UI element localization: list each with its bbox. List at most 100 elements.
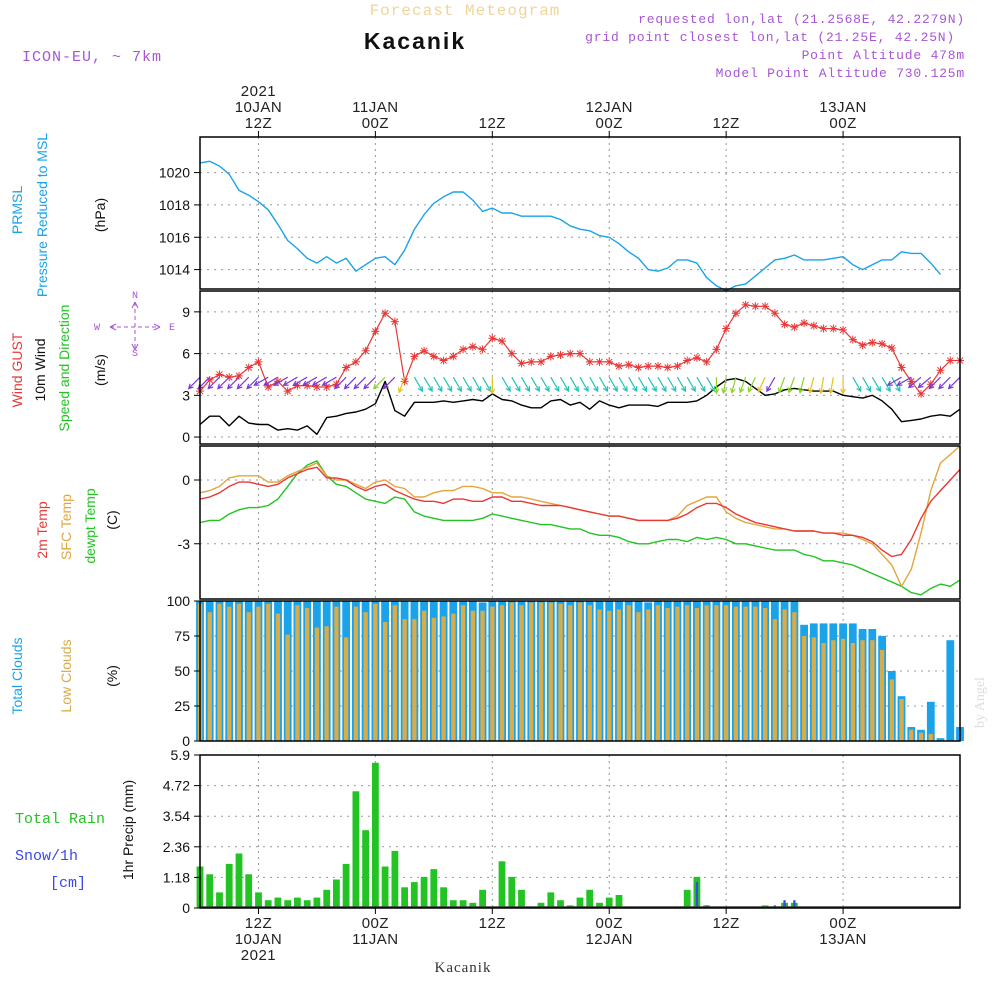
wind-direction-arrow xyxy=(667,376,677,393)
bottom-time-label: 12Z xyxy=(712,915,739,932)
wind-gust-point xyxy=(819,324,828,333)
top-time-label: 12JAN xyxy=(585,99,633,116)
wind-direction-arrow xyxy=(263,376,279,386)
cloud-low-bar xyxy=(616,609,622,741)
wind-tick-label: 3 xyxy=(182,387,190,403)
compass-east: E xyxy=(169,323,175,334)
cloud-low-bar xyxy=(509,602,514,741)
wind-direction-arrow xyxy=(501,376,511,393)
wind-direction-arrow xyxy=(730,377,737,394)
wind-direction-arrow xyxy=(881,376,891,393)
wind-gust-point xyxy=(351,357,360,366)
wind-tick-label: 6 xyxy=(182,346,190,362)
bottom-time-label: 11JAN xyxy=(352,931,398,948)
precip-rain-bar xyxy=(313,897,321,908)
frame-layer xyxy=(199,136,961,909)
cloud-low-bar xyxy=(587,605,592,741)
compass-west: W xyxy=(94,323,100,334)
cloud-low-bar xyxy=(928,734,933,741)
wind-gust-point xyxy=(244,363,253,372)
precip-rain-bar xyxy=(323,889,331,908)
cloud-low-bar xyxy=(314,627,320,741)
clouds-tick-label: 50 xyxy=(174,663,190,679)
precip-rain-bar xyxy=(508,876,516,908)
wind-10m-series-line xyxy=(199,377,961,435)
wind-direction-arrow xyxy=(452,376,462,393)
temp-tick-label: -3 xyxy=(178,536,191,552)
wind-direction-arrow xyxy=(862,376,872,393)
cloud-low-bar xyxy=(548,602,553,741)
cloud-low-bar xyxy=(538,602,544,741)
top-time-label: 2021 xyxy=(241,83,276,100)
sfc-temp-series-line xyxy=(199,445,961,587)
precip-tick-label: 4.72 xyxy=(163,778,190,794)
wind-gust-point xyxy=(576,349,584,358)
data-layer xyxy=(187,160,964,908)
cloud-low-bar xyxy=(558,603,563,741)
cloud-total-bar xyxy=(936,738,945,741)
cloud-low-bar xyxy=(685,605,690,741)
cloud-low-bar xyxy=(266,603,271,741)
precip-rain-bar xyxy=(333,879,340,908)
cloud-low-bar xyxy=(743,606,748,741)
wind-gust-point xyxy=(517,359,526,368)
wind-gust-point xyxy=(809,321,818,330)
wind-tick-label: 9 xyxy=(182,304,190,320)
temp-2m-series-line xyxy=(199,466,961,558)
wind-gust-point xyxy=(692,353,701,362)
cloud-low-bar xyxy=(909,729,914,741)
cloud-low-bar xyxy=(860,640,865,741)
precip-rain-bar xyxy=(274,897,282,908)
bottom-time-label: 2021 xyxy=(241,947,276,964)
wind-axis-labels: Wind GUST 10m Wind Speed and Direction (… xyxy=(9,291,175,431)
wind-direction-arrow xyxy=(928,376,941,390)
top-time-label: 12Z xyxy=(712,115,739,132)
wind-gust-point xyxy=(400,377,409,386)
wind-direction-arrow xyxy=(292,376,308,386)
precip-snow-bar xyxy=(695,882,699,908)
wind-gust-point xyxy=(712,345,721,354)
wind-direction-arrow xyxy=(818,377,825,395)
tick-layer: 1014 1016 1018 1020 0 3 6 9 -3 0 0 25 50 75 100 0 1.18 2.… xyxy=(159,83,866,964)
wind-gust-point xyxy=(527,357,536,366)
wind-gust-point xyxy=(537,357,546,366)
cloud-low-bar xyxy=(636,612,641,741)
cloud-low-bar xyxy=(227,606,232,741)
wind-direction-arrow xyxy=(520,376,531,393)
cloud-low-bar xyxy=(763,608,768,741)
wind-gust-point xyxy=(254,357,263,366)
wind-gust-point xyxy=(273,377,282,386)
cloud-low-bar xyxy=(285,634,290,741)
wind-gust-point xyxy=(556,350,565,359)
wind-gust-point xyxy=(644,362,653,371)
wind-direction-arrow xyxy=(423,376,433,393)
cloud-low-bar xyxy=(646,609,651,741)
precip-snow-bar xyxy=(783,900,786,908)
pressure-panel-frame xyxy=(199,136,961,290)
precip-rain-bar xyxy=(255,892,262,908)
wind-gust-point xyxy=(751,302,760,311)
cloud-low-bar xyxy=(412,619,417,741)
precip-rain-bar xyxy=(391,850,399,908)
top-time-label: 00Z xyxy=(829,115,856,132)
precip-rain-bar xyxy=(469,902,477,908)
wind-direction-arrow xyxy=(947,376,961,390)
wind-direction-arrow xyxy=(589,376,599,393)
wind-direction-arrow xyxy=(550,376,560,393)
wind-gust-point xyxy=(917,389,926,398)
pressure-tick-label: 1020 xyxy=(159,165,190,181)
cloud-low-bar xyxy=(724,605,729,741)
precip-rain-bar xyxy=(449,900,457,908)
clouds-axis-labels: Total Clouds Low Clouds (%) xyxy=(9,637,120,714)
pressure-tick-label: 1016 xyxy=(159,229,190,245)
location-title: Kacanik xyxy=(364,28,466,54)
grid-coords: grid point closest lon,lat (21.25E, 42.2… xyxy=(585,30,955,45)
cloud-low-bar xyxy=(383,622,388,741)
wind-direction-arrow xyxy=(937,376,951,390)
wind-gust-point xyxy=(722,324,731,333)
cloud-low-bar xyxy=(344,637,349,741)
wind-panel-frame xyxy=(199,290,961,445)
cloud-low-bar xyxy=(577,602,583,741)
precip-panel-frame xyxy=(199,754,961,909)
wind-direction-arrow xyxy=(187,376,201,390)
